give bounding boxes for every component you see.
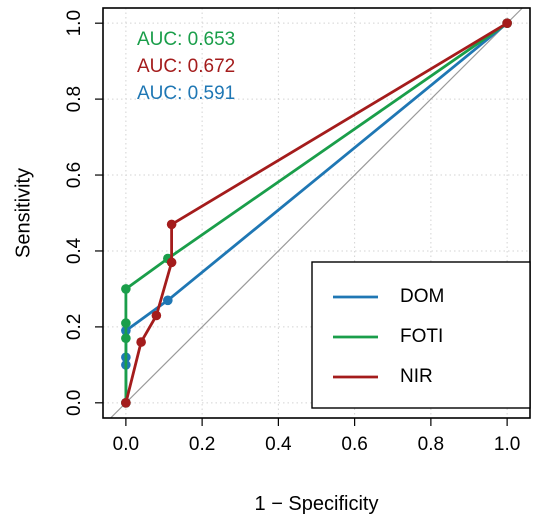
x-tick-label-4: 0.8 [418,434,444,455]
axes: 0.0 0.2 0.4 0.6 0.8 1.0 0.0 0.2 0.4 0.6 0.8 1.0 [64,10,520,455]
auc-label-nir: AUC: 0.672 [137,56,235,77]
series-point-nir-4 [166,219,177,230]
legend: DOM FOTI NIR [311,261,531,409]
x-tick-label-2: 0.4 [265,434,292,455]
plot-frame [102,7,531,419]
diagonal-line [110,7,523,419]
y-tick-label-5: 1.0 [64,10,85,36]
series-line-foti [124,22,508,403]
x-tick-label-3: 0.6 [341,434,367,455]
series-nir [121,18,512,408]
legend-label-foti: FOTI [400,326,443,347]
x-tick-label-5: 1.0 [494,434,520,455]
reference-diagonal [110,7,523,419]
series-point-dom-4 [163,295,173,306]
legend-label-nir: NIR [400,366,433,387]
auc-annotations: AUC: 0.653 AUC: 0.672 AUC: 0.591 [137,29,235,104]
x-tick-label-0: 0.0 [113,434,139,455]
y-axis-title: Sensitivity [12,168,34,258]
legend-box [311,261,531,409]
y-tick-label-1: 0.2 [64,314,85,340]
series-point-nir-0 [121,398,131,408]
y-tick-label-3: 0.6 [64,162,85,188]
series-point-nir-3 [166,257,177,268]
auc-label-foti: AUC: 0.653 [137,29,235,50]
series-point-nir-5 [502,18,512,28]
x-axis-title: 1 − Specificity [255,493,379,515]
series-point-nir-1 [136,337,146,347]
y-tick-label-0: 0.0 [64,390,85,416]
x-tick-label-1: 0.2 [189,434,215,455]
y-tick-label-4: 0.8 [64,86,85,112]
series-line-nir [124,21,508,404]
auc-label-dom: AUC: 0.591 [137,83,235,104]
series-group [121,18,512,408]
series-point-foti-3 [121,284,131,294]
legend-label-dom: DOM [400,286,444,307]
series-point-nir-2 [151,310,162,321]
series-point-foti-2 [121,318,131,328]
series-point-foti-1 [121,333,131,344]
y-tick-label-2: 0.4 [64,237,85,264]
